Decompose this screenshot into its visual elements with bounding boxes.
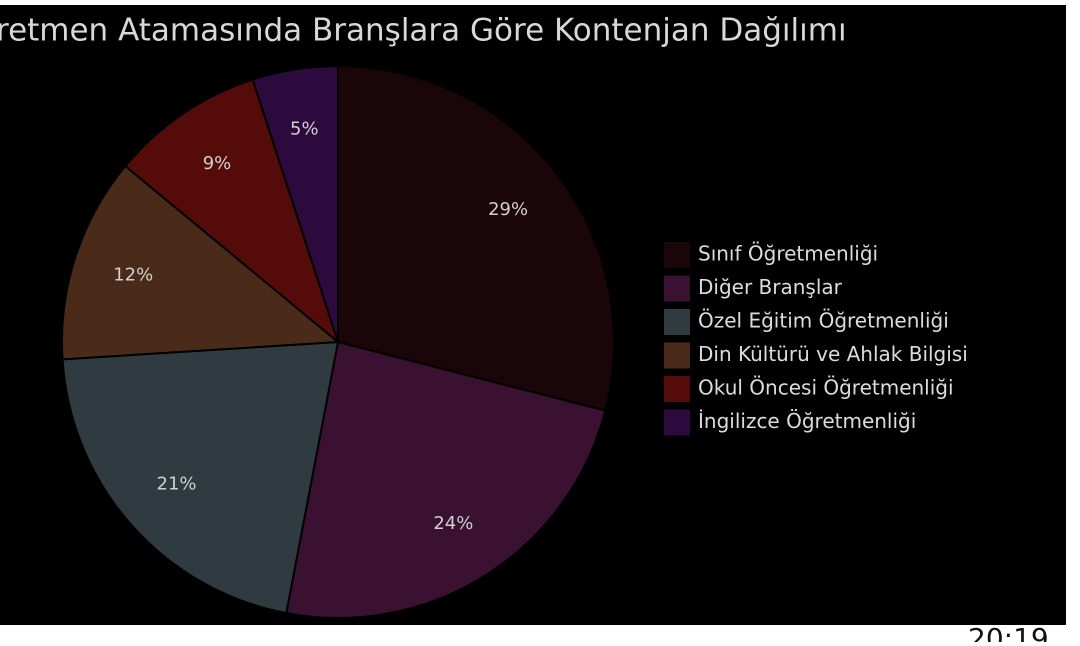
legend-swatch: [664, 242, 690, 268]
pie-slice: [337, 64, 615, 412]
legend-label: Okul Öncesi Öğretmenliği: [698, 376, 954, 400]
legend-swatch: [664, 342, 690, 369]
slice-label: 24%: [433, 513, 473, 534]
slice-label: 12%: [113, 264, 153, 285]
slice-label: 21%: [157, 473, 197, 494]
legend-swatch: [664, 309, 690, 335]
pie-slice: [123, 78, 341, 345]
video-timestamp: 20:19: [968, 622, 1049, 642]
legend-label: Özel Eğitim Öğretmenliği: [698, 309, 949, 333]
legend-swatch: [664, 409, 690, 436]
pie-slice: [61, 164, 341, 361]
pie-slice: [251, 64, 339, 343]
legend-label: Diğer Branşlar: [698, 275, 843, 299]
pie-slice: [61, 340, 340, 615]
slice-label: 5%: [290, 118, 319, 139]
legend-label: Din Kültürü ve Ahlak Bilgisi: [698, 342, 968, 366]
legend-swatch: [664, 275, 690, 302]
legend-swatch: [664, 376, 690, 402]
slice-label: 29%: [488, 199, 528, 220]
pie-slice: [285, 340, 607, 619]
slice-label: 9%: [203, 153, 232, 174]
legend-label: İngilizce Öğretmenliği: [698, 409, 916, 433]
legend-label: Sınıf Öğretmenliği: [698, 242, 878, 266]
chart-title: retmen Atamasında Branşlara Göre Kontenj…: [0, 13, 847, 49]
